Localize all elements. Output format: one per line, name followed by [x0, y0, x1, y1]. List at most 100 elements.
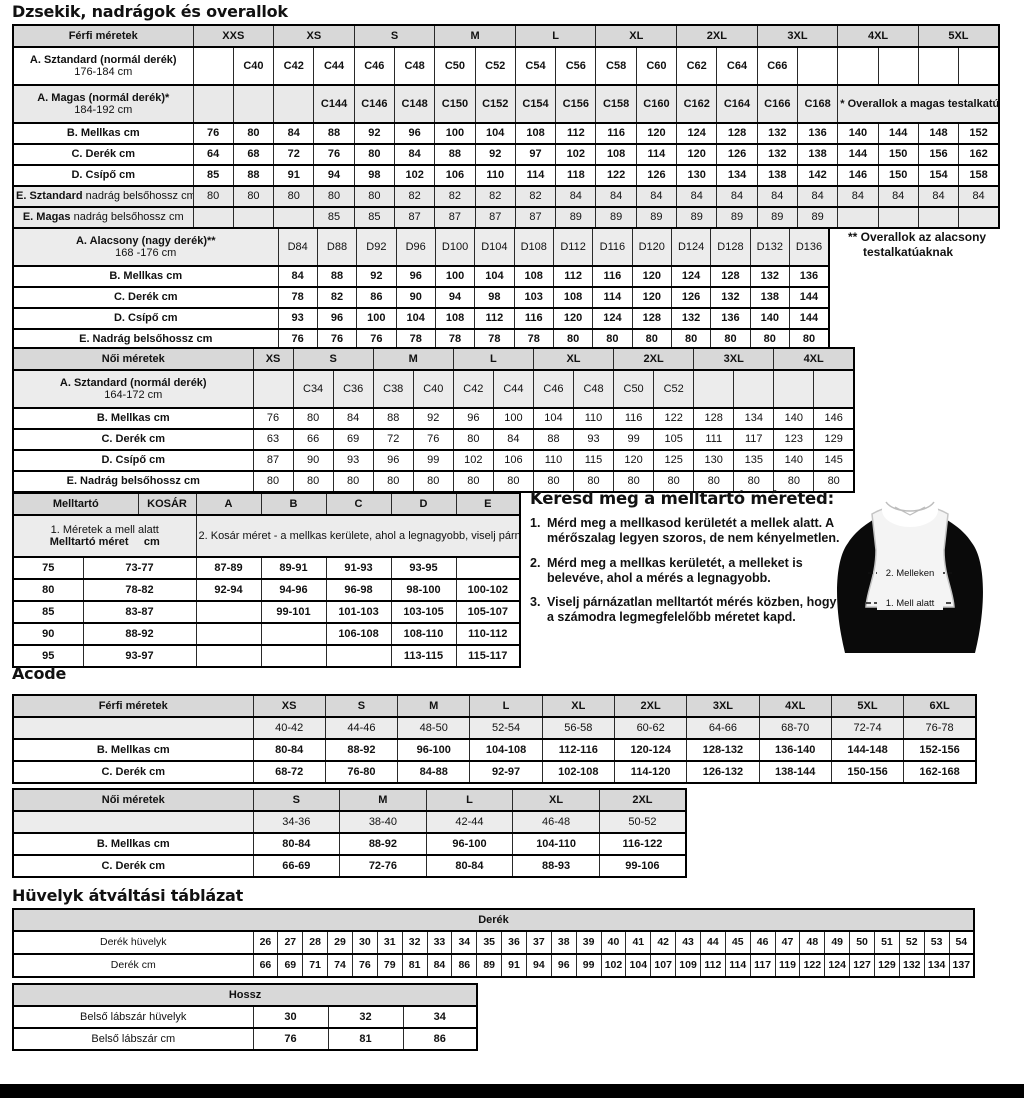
cell: 6XL [903, 694, 977, 718]
cell: 109 [675, 953, 701, 978]
cell: C66 [756, 46, 798, 86]
cell: 84 [635, 185, 678, 208]
cell: E [455, 492, 521, 516]
cell: 138 [749, 286, 790, 309]
cell: 100 [492, 407, 534, 430]
cell: 128 [693, 407, 735, 430]
cell: 68-70 [758, 716, 832, 740]
cell: C [325, 492, 392, 516]
table-header: Derék [12, 908, 975, 932]
bra-guide-item: 1. Mérd meg a mellkasod kerületét a melle… [530, 516, 842, 547]
cell: 91 [501, 953, 527, 978]
cell: 105 [653, 428, 695, 451]
cell: 80 [412, 470, 454, 493]
cell: 80 [313, 185, 355, 208]
cell: 84 [393, 143, 436, 166]
cell: C46 [532, 369, 575, 409]
cell: 86 [451, 953, 478, 978]
page-title: Dzsekik, nadrágok és overallok [12, 2, 288, 21]
cell: 40 [600, 930, 627, 955]
cell: 84 [958, 185, 1000, 208]
cell: 92-97 [469, 760, 543, 784]
cell [12, 810, 254, 834]
cell: L [425, 788, 514, 812]
cell [325, 644, 392, 668]
row-label: C. Derék cm [12, 854, 254, 878]
cell: 50-52 [598, 810, 687, 834]
cell: 80 [653, 470, 695, 493]
cell: 104-110 [512, 832, 600, 856]
cell [195, 644, 262, 668]
cell: M [372, 347, 454, 371]
cell: 31 [376, 930, 403, 955]
cell: 90 [292, 449, 334, 472]
cell [273, 206, 315, 229]
cell: 162 [958, 143, 1000, 166]
cell: 5XL [830, 694, 905, 718]
cell: 66-69 [252, 854, 341, 878]
cell: 102 [452, 449, 494, 472]
cell: 122 [653, 407, 695, 430]
cell: 80 [372, 470, 414, 493]
cell: 53 [923, 930, 950, 955]
cell: 76 [313, 143, 355, 166]
cell: 3XL [693, 347, 775, 371]
cell: 132 [898, 953, 925, 978]
item-text: Mérd meg a mellkas kerületét, a melleket… [547, 555, 803, 585]
cell: 99 [412, 449, 454, 472]
cell: 34-36 [252, 810, 341, 834]
cell: 46 [749, 930, 776, 955]
cell: 136 [788, 265, 830, 288]
cell: C152 [474, 84, 516, 124]
cell: 116 [613, 407, 655, 430]
bra-guide-list: 1. Mérd meg a mellkasod kerületét a melle… [530, 516, 842, 626]
row-label: D. Csípő cm [12, 307, 279, 330]
cell: 124 [676, 122, 718, 145]
cell: 138 [756, 164, 798, 187]
cell: C50 [434, 46, 476, 86]
cell: 88-92 [339, 832, 427, 856]
cell: C156 [555, 84, 597, 124]
cell: 120 [635, 122, 678, 145]
cell: 72-74 [830, 716, 905, 740]
cell: 63 [252, 428, 294, 451]
cell: 93 [572, 428, 615, 451]
cell: 99 [613, 428, 655, 451]
cell: 114 [724, 953, 751, 978]
cell [455, 556, 521, 580]
cell: 89 [595, 206, 637, 229]
row-label: B. Mellkas cm [12, 265, 279, 288]
cell: 130 [693, 449, 735, 472]
cell: 29 [327, 930, 353, 955]
cell: 2XL [676, 24, 758, 48]
cell: 112 [474, 307, 515, 330]
cell: 146 [837, 164, 879, 187]
cell [195, 600, 262, 624]
cell: 108 [434, 307, 476, 330]
cell: 84 [332, 407, 374, 430]
row-label: Belső lábszár cm [12, 1027, 254, 1051]
cell: C58 [595, 46, 637, 86]
cell: 116 [592, 265, 633, 288]
length-conversion-table: Hossz Belső lábszár hüvelyk 30 32 34 Belső lá… [12, 983, 479, 1051]
cell: 119 [774, 953, 801, 978]
cell: 128 [716, 122, 758, 145]
cell: 126 [670, 286, 712, 309]
cell: 84 [756, 185, 798, 208]
cell [693, 369, 735, 409]
cell: 34 [451, 930, 478, 955]
note: 1. Méretek a mell alatt Melltartó méret c… [12, 514, 197, 558]
cell: 88 [434, 143, 476, 166]
cell: 108 [514, 122, 557, 145]
cell: 34 [402, 1005, 478, 1029]
cell: 82 [434, 185, 476, 208]
cell: 96 [550, 953, 577, 978]
cell: 88 [232, 164, 275, 187]
cell: 3XL [686, 694, 760, 718]
cell: 120 [676, 143, 718, 166]
cell: C48 [572, 369, 615, 409]
cell: 69 [277, 953, 304, 978]
cell: 126 [716, 143, 758, 166]
cell: C52 [474, 46, 516, 86]
cell: 98-100 [390, 578, 457, 602]
